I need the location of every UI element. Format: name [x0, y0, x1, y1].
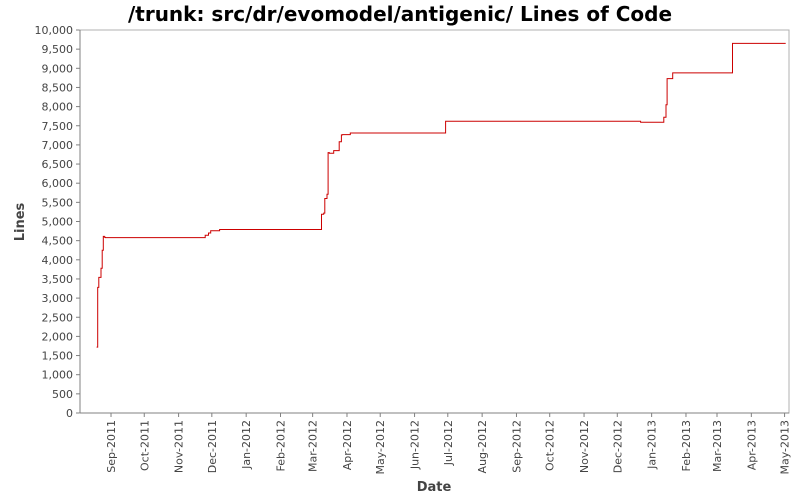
x-tick-label: Sep-2011 [105, 420, 118, 473]
x-axis: Sep-2011 Oct-2011 Nov-2011 Dec-2011 Jan-2012… [105, 413, 792, 475]
y-tick-label: 7,000 [42, 139, 74, 152]
y-tick-label: 9,000 [42, 62, 74, 75]
y-tick-label: 2,000 [42, 330, 74, 343]
x-tick-label: Jan-2012 [240, 420, 253, 470]
plot-area [79, 29, 790, 414]
y-tick-label: 6,000 [42, 177, 74, 190]
series-line [96, 42, 786, 348]
y-tick-label: 1,000 [42, 369, 74, 382]
y-tick-label: 7,500 [42, 120, 74, 133]
y-tick-label: 4,000 [42, 254, 74, 267]
y-axis-title: Lines [13, 202, 28, 241]
y-tick-label: 500 [52, 388, 73, 401]
x-tick-label: Dec-2011 [206, 420, 219, 473]
x-tick-label: Jul-2012 [442, 420, 455, 466]
x-tick-label: Jan-2013 [646, 420, 659, 470]
x-tick-label: Dec-2012 [611, 420, 624, 473]
x-tick-label: Apr-2012 [341, 420, 354, 470]
x-tick-label: Apr-2013 [745, 420, 758, 470]
y-tick-label: 6,500 [42, 158, 74, 171]
y-tick-label: 3,000 [42, 292, 74, 305]
x-tick-label: Mar-2012 [307, 420, 320, 472]
x-tick-label: Nov-2012 [578, 420, 591, 473]
y-tick-label: 5,000 [42, 216, 74, 229]
y-tick-label: 3,500 [42, 273, 74, 286]
chart-title: /trunk: src/dr/evomodel/antigenic/ Lines… [127, 2, 673, 26]
x-tick-label: Mar-2013 [711, 420, 724, 472]
x-tick-label: May-2012 [374, 420, 387, 475]
y-tick-label: 2,500 [42, 311, 74, 324]
x-tick-label: Nov-2011 [173, 420, 186, 473]
y-tick-label: 5,500 [42, 196, 74, 209]
y-tick-label: 9,500 [42, 43, 74, 56]
x-tick-label: May-2013 [779, 420, 792, 475]
y-tick-label: 4,500 [42, 235, 74, 248]
y-tick-label: 10,000 [35, 24, 74, 37]
y-tick-label: 0 [66, 407, 73, 420]
y-axis: 0 500 1,000 1,500 2,000 2,500 3,000 3,500 4,000 4… [35, 24, 80, 420]
x-tick-label: Oct-2011 [138, 420, 151, 471]
x-axis-title: Date [417, 480, 452, 495]
y-tick-label: 8,500 [42, 81, 74, 94]
x-tick-label: Oct-2012 [544, 420, 557, 471]
x-tick-label: Aug-2012 [476, 420, 489, 473]
x-tick-label: Feb-2012 [275, 420, 288, 471]
x-tick-label: Sep-2012 [510, 420, 523, 473]
y-tick-label: 8,000 [42, 101, 74, 114]
x-tick-label: Feb-2013 [680, 420, 693, 471]
y-tick-label: 1,500 [42, 350, 74, 363]
x-tick-label: Jun-2012 [409, 420, 422, 470]
